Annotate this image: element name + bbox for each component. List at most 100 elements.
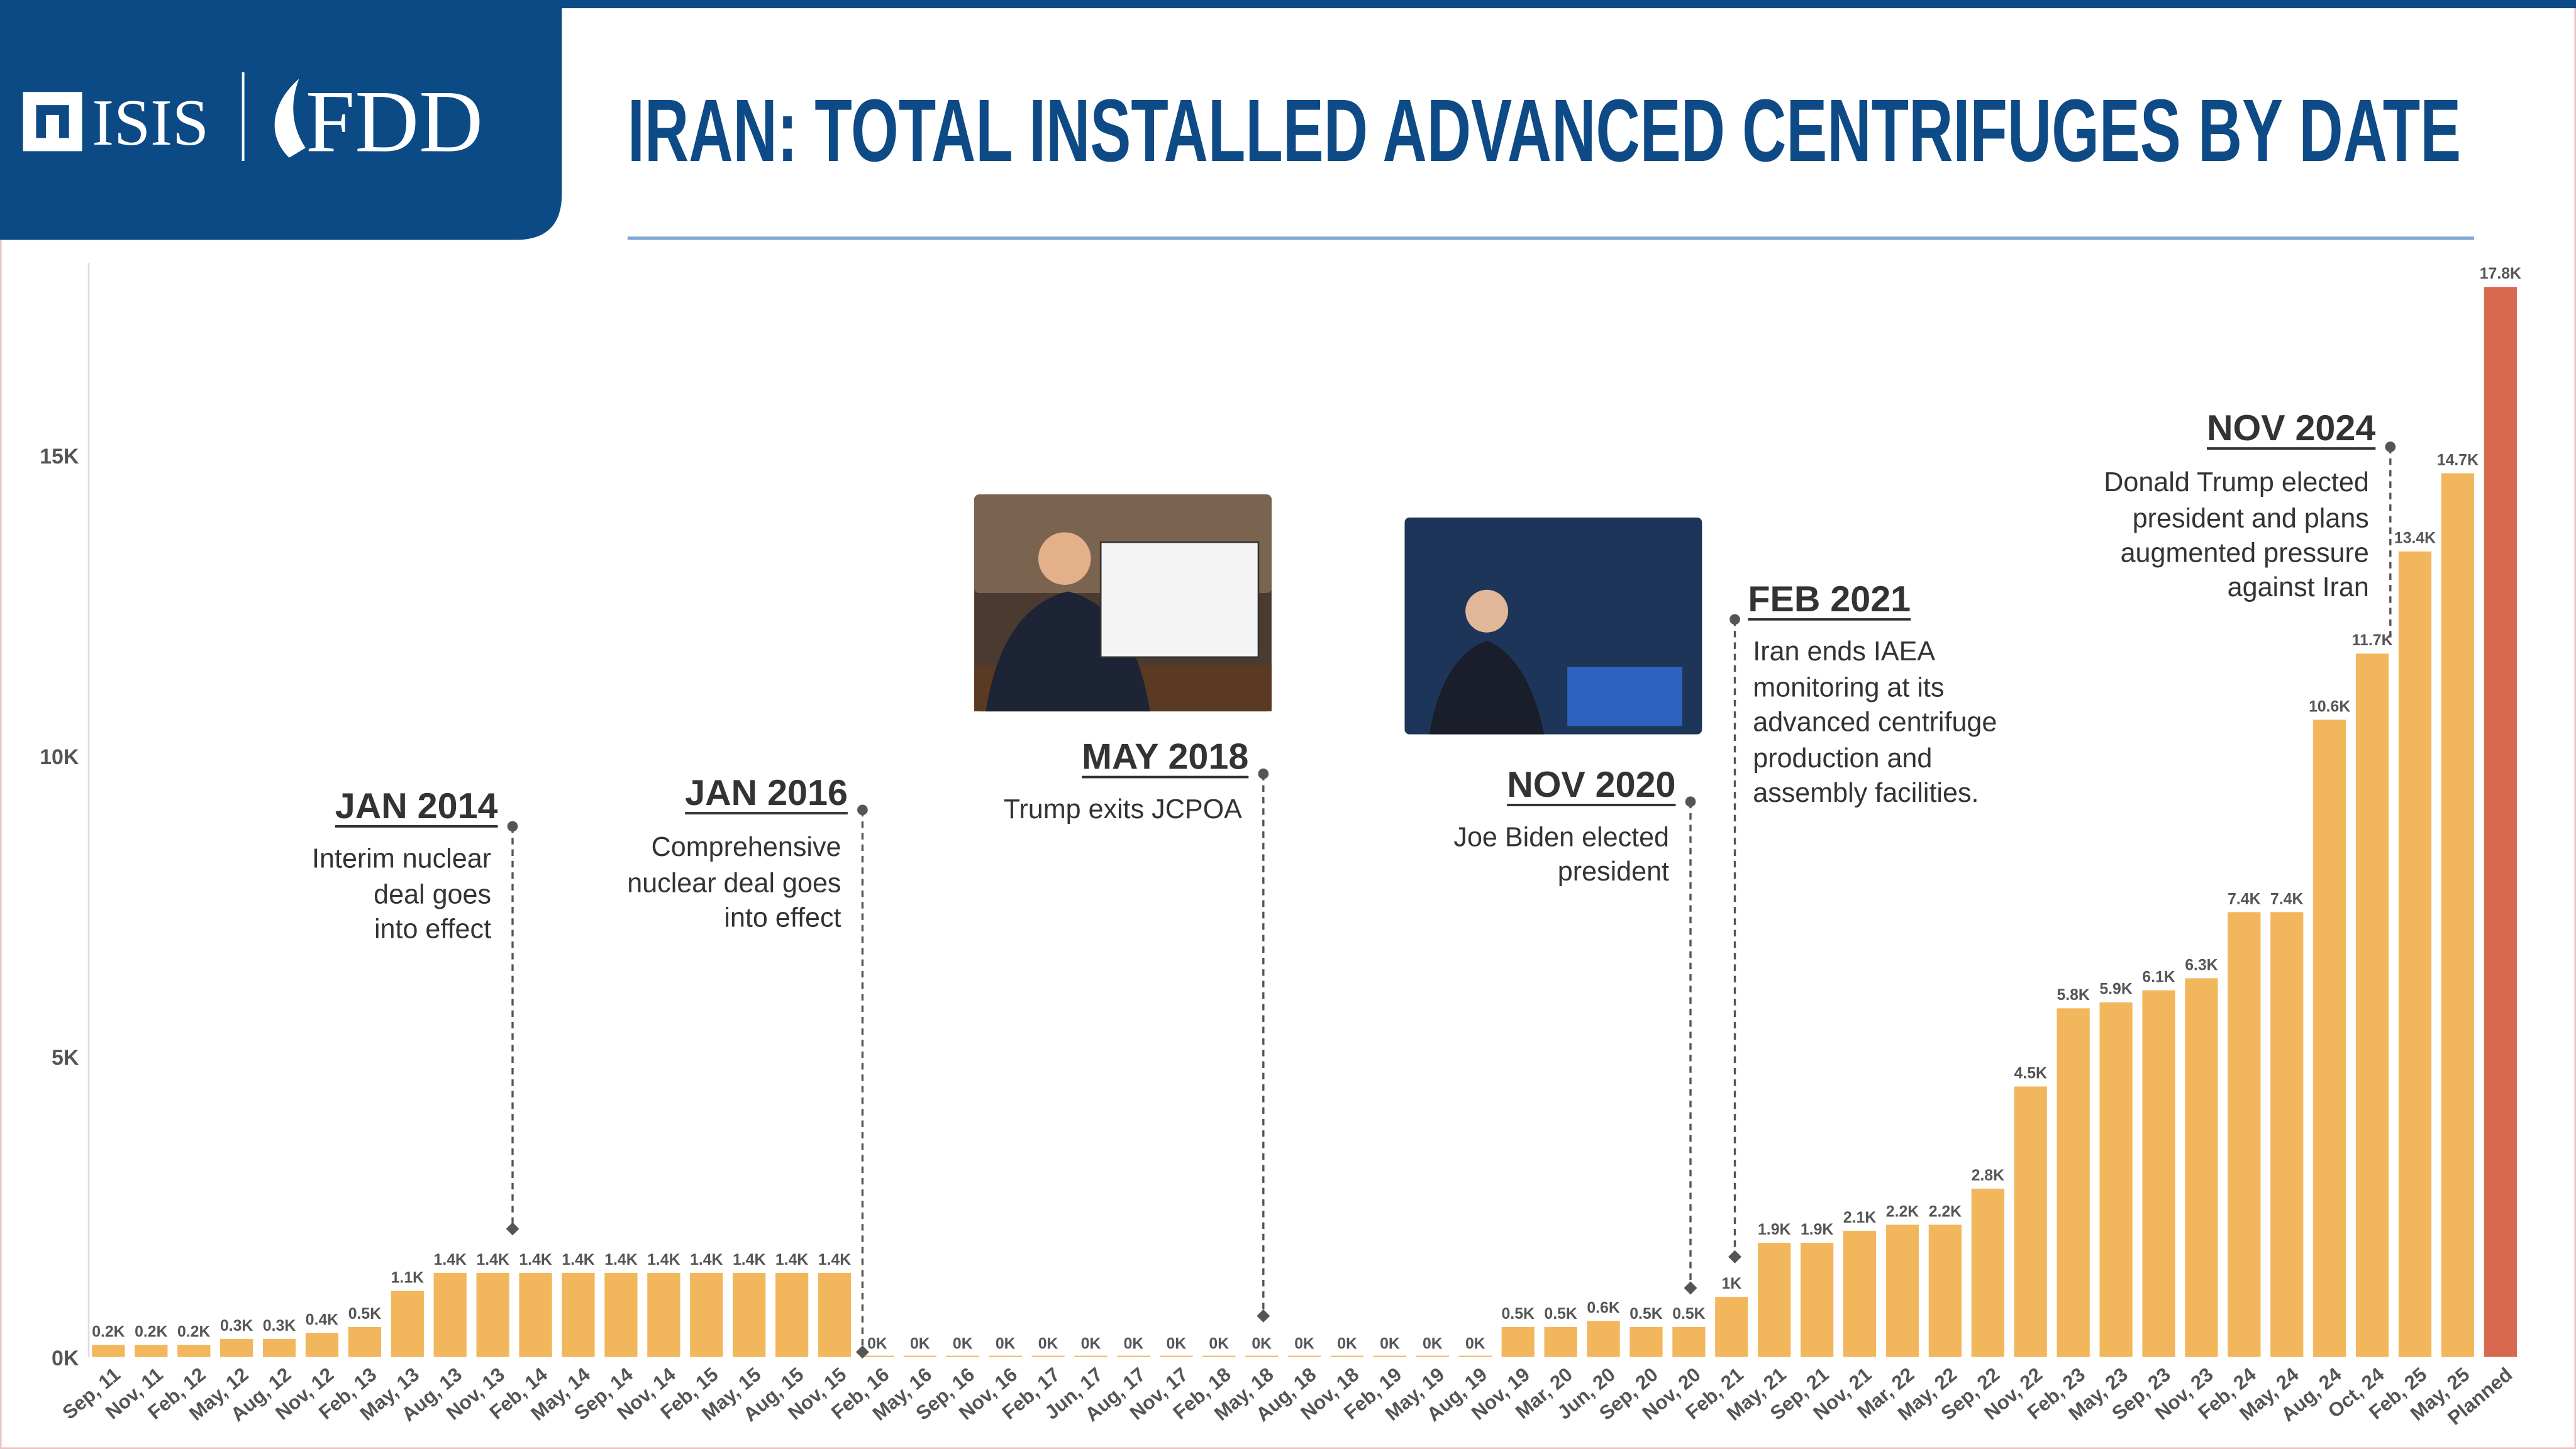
value-label: 10.6K: [2309, 698, 2350, 715]
value-label: 0K: [1337, 1336, 1357, 1353]
annotation-text: Interim nuclear: [312, 843, 491, 874]
bar: [2270, 912, 2304, 1357]
bar: [1117, 1355, 1150, 1357]
bar: [1801, 1243, 1834, 1357]
annotation-text: deal goes: [374, 880, 491, 910]
value-label: 1.1K: [391, 1270, 424, 1287]
annotation-text: Donald Trump elected: [2104, 467, 2369, 497]
bar: [562, 1272, 595, 1357]
bar: [604, 1272, 638, 1357]
value-label: 17.8K: [2480, 265, 2521, 282]
value-label: 0.2K: [92, 1324, 125, 1341]
bar: [647, 1272, 680, 1357]
bar: [1672, 1326, 1706, 1357]
value-label: 0.2K: [177, 1324, 210, 1341]
annotation-dot: [857, 804, 868, 816]
logo-mark: [23, 72, 306, 161]
bar: [1758, 1243, 1791, 1357]
annotation-dot: [1729, 614, 1740, 625]
logo-icon: [23, 92, 82, 152]
bar: [2355, 653, 2389, 1357]
y-tick-label: 15K: [40, 445, 79, 469]
value-label: 1.4K: [562, 1252, 594, 1269]
annotation-end: [1728, 1250, 1741, 1263]
annotation-end: [855, 1345, 869, 1359]
value-label: 1.4K: [604, 1252, 637, 1269]
annotation-text: president: [1558, 857, 1669, 887]
bar: [348, 1326, 382, 1357]
bar: [1031, 1355, 1065, 1357]
bar: [519, 1272, 552, 1357]
bar: [476, 1272, 509, 1357]
annotation-title: JAN 2016: [685, 773, 848, 813]
bar: [262, 1339, 296, 1357]
y-tick-label: 0K: [52, 1346, 79, 1370]
bar: [135, 1345, 168, 1357]
value-label: 0K: [1252, 1336, 1272, 1353]
bar: [2057, 1008, 2090, 1357]
chart-title: IRAN: TOTAL INSTALLED ADVANCED CENTRIFUG…: [628, 80, 2461, 180]
annotation-title: NOV 2024: [2207, 408, 2375, 448]
value-label: 1K: [1721, 1275, 1741, 1292]
bar: [2185, 978, 2218, 1357]
value-label: 0K: [1038, 1336, 1058, 1353]
annotation-title: NOV 2020: [1507, 765, 1675, 805]
value-label: 6.1K: [2142, 969, 2175, 986]
photo-trump: [974, 494, 1272, 712]
bar: [1245, 1355, 1279, 1357]
annotation-text: Iran ends IAEA: [1753, 636, 1935, 667]
photo-figure: [1429, 640, 1545, 735]
bar: [220, 1339, 253, 1357]
annotation-dot: [1685, 796, 1696, 808]
value-label: 11.7K: [2352, 632, 2393, 649]
bar: [690, 1272, 723, 1357]
value-label: 0K: [1423, 1336, 1443, 1353]
annotation-title: JAN 2014: [335, 786, 498, 826]
annotation-text: into effect: [374, 914, 491, 945]
bar: [1928, 1224, 1962, 1357]
annotation-title: MAY 2018: [1082, 737, 1248, 777]
value-label: 1.4K: [818, 1252, 851, 1269]
y-tick-label: 5K: [52, 1046, 79, 1070]
bar: [2142, 990, 2175, 1357]
annotation-dot: [507, 821, 518, 832]
bar: [1715, 1297, 1748, 1357]
annotation-end: [506, 1222, 519, 1236]
value-label: 2.2K: [1929, 1203, 1962, 1220]
annotation-title: FEB 2021: [1748, 579, 1911, 619]
bar: [2014, 1086, 2047, 1357]
value-label: 0.3K: [220, 1318, 253, 1335]
bar: [1458, 1355, 1492, 1357]
bar: [1373, 1355, 1407, 1357]
value-label: 5.9K: [2099, 981, 2132, 998]
value-label: 0.3K: [263, 1318, 296, 1335]
bar: [2398, 551, 2432, 1357]
bar: [1843, 1230, 1877, 1357]
value-label: 4.5K: [2014, 1065, 2047, 1082]
annotation-text: assembly facilities.: [1753, 778, 1979, 808]
value-label: 5.8K: [2057, 987, 2089, 1004]
value-label: 1.4K: [733, 1252, 765, 1269]
value-label: 6.3K: [2185, 957, 2218, 974]
value-label: 0.4K: [306, 1311, 338, 1328]
value-label: 0K: [1081, 1336, 1101, 1353]
value-label: 0.2K: [135, 1324, 167, 1341]
bar: [1501, 1326, 1535, 1357]
bar: [1544, 1326, 1577, 1357]
value-label: 14.7K: [2437, 452, 2479, 469]
annotation-text: Joe Biden elected: [1453, 822, 1669, 852]
bar: [860, 1355, 894, 1357]
value-label: 0K: [867, 1336, 887, 1353]
value-label: 1.9K: [1758, 1221, 1790, 1238]
photo-document: [1099, 541, 1260, 658]
bar: [2484, 287, 2517, 1357]
annotation-text: into effect: [724, 902, 841, 933]
bar: [1885, 1224, 1919, 1357]
value-label: 1.4K: [434, 1252, 467, 1269]
value-label: 2.2K: [1886, 1203, 1919, 1220]
value-label: 1.4K: [519, 1252, 552, 1269]
bar: [1629, 1326, 1663, 1357]
value-label: 0K: [1294, 1336, 1314, 1353]
bar: [1587, 1321, 1620, 1357]
value-label: 13.4K: [2394, 530, 2436, 547]
